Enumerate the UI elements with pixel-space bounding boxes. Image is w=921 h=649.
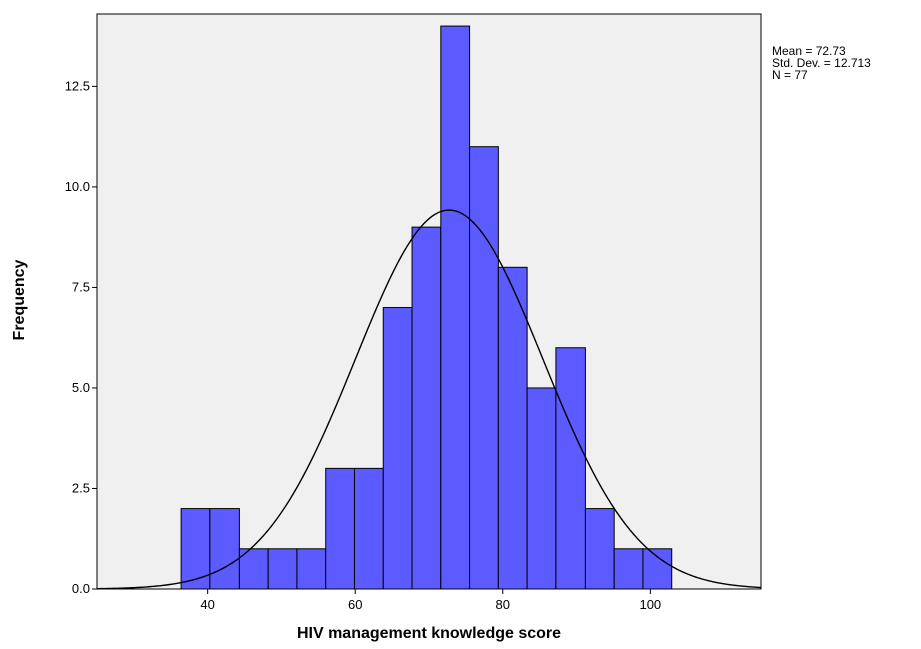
x-tick-label: 60 <box>348 597 362 612</box>
y-tick-label: 10.0 <box>65 179 90 194</box>
histogram-bars <box>180 25 673 590</box>
y-tick-label: 2.5 <box>72 480 90 495</box>
x-tick-label: 40 <box>200 597 214 612</box>
x-axis-title: HIV management knowledge score <box>297 625 561 642</box>
normal-curve <box>96 209 762 590</box>
y-axis-title: Frequency <box>11 259 28 340</box>
x-tick-label: 80 <box>496 597 510 612</box>
x-axis: 40 60 80 100 <box>200 589 661 612</box>
histogram-bar <box>325 467 355 590</box>
histogram-bar <box>440 25 471 590</box>
histogram-bar <box>613 548 644 590</box>
x-tick-label: 100 <box>639 597 661 612</box>
y-tick-label: 12.5 <box>65 78 90 93</box>
histogram-bar <box>584 508 615 590</box>
histogram-bar <box>526 387 557 590</box>
histogram-bar <box>296 548 327 590</box>
histogram-bar <box>497 266 528 590</box>
y-tick-label: 0.0 <box>72 581 90 596</box>
stat-n: N = 77 <box>772 68 808 82</box>
histogram-bar <box>382 307 413 590</box>
histogram-bar <box>353 467 384 590</box>
stats-annotation: Mean = 72.73 Std. Dev. = 12.713 N = 77 <box>772 44 871 82</box>
y-axis: 0.0 2.5 5.0 7.5 10.0 12.5 <box>65 78 97 596</box>
histogram-bar <box>469 146 499 590</box>
y-tick-label: 7.5 <box>72 279 90 294</box>
histogram-bar <box>209 508 240 590</box>
stat-mean: Mean = 72.73 <box>772 44 846 58</box>
y-tick-label: 5.0 <box>72 380 90 395</box>
histogram-bar <box>411 226 442 590</box>
histogram-bar <box>642 548 673 590</box>
histogram-bar <box>267 548 298 590</box>
histogram-bar <box>555 347 586 590</box>
histogram-bar <box>180 508 211 590</box>
stat-std-dev: Std. Dev. = 12.713 <box>772 56 871 70</box>
